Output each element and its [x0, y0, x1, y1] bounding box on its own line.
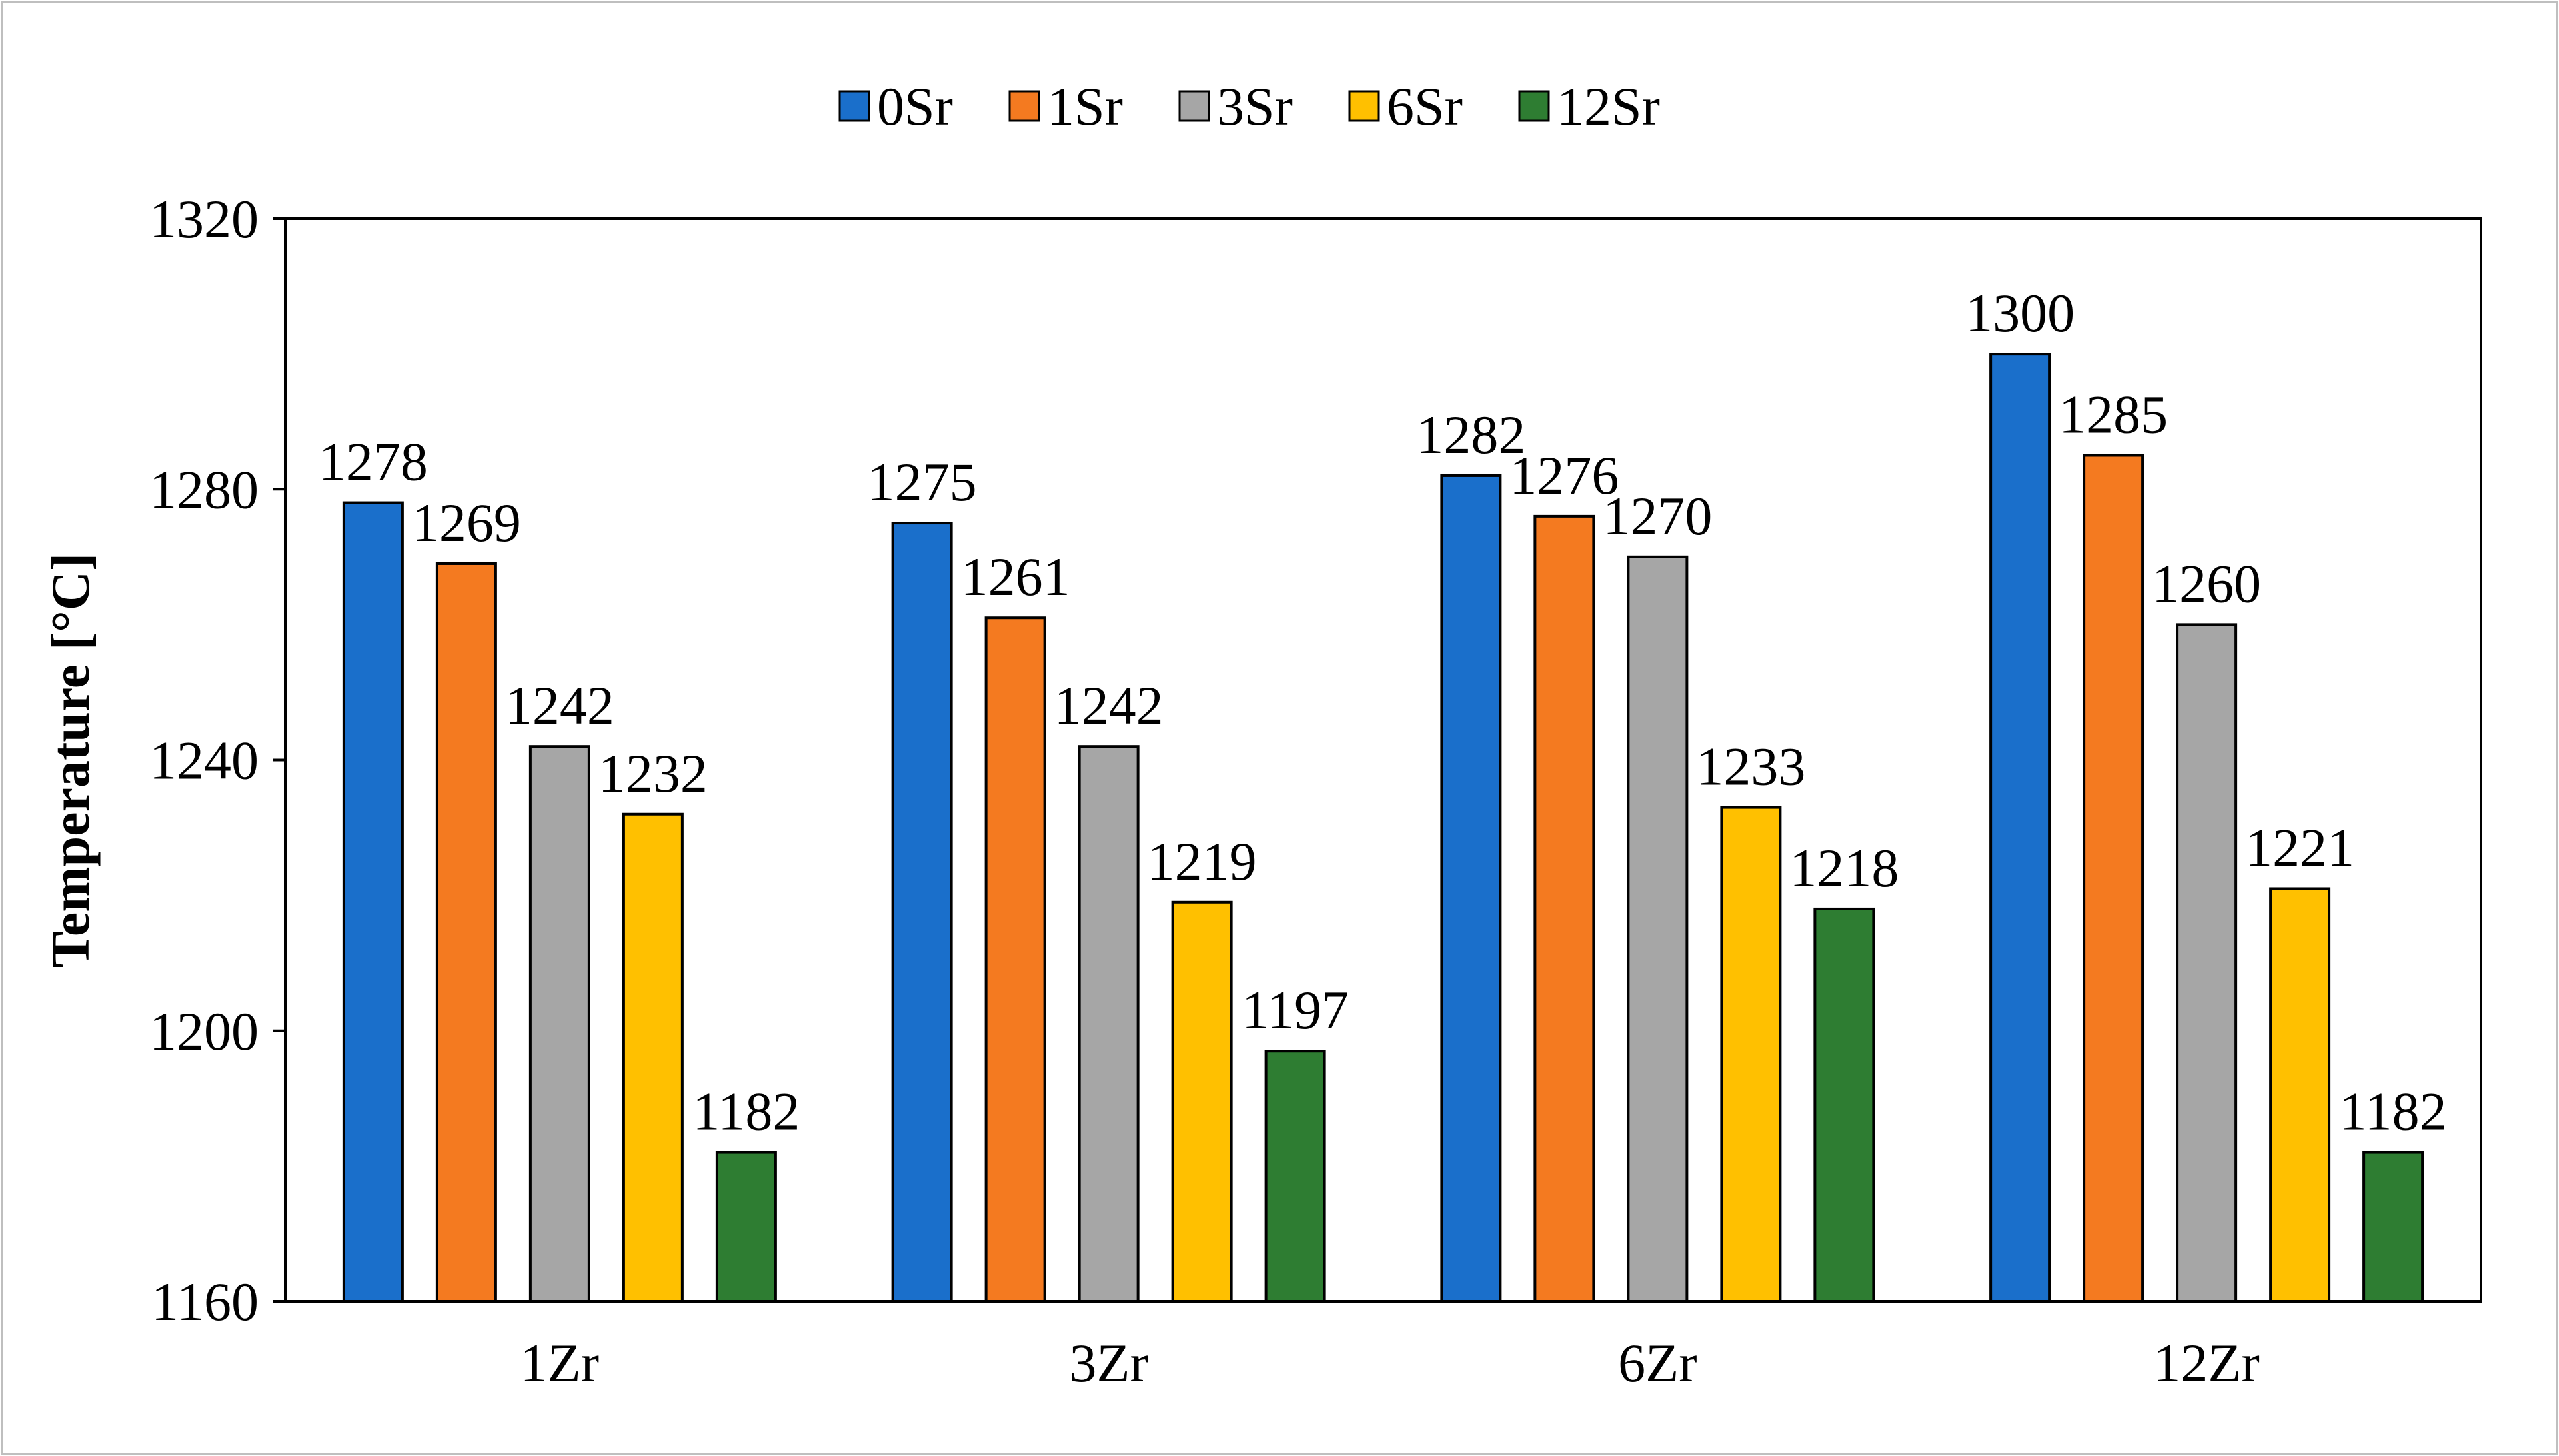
data-label-3Sr-12Zr: 1260	[2152, 553, 2261, 614]
y-tick-label: 1280	[149, 459, 259, 520]
legend-swatch-12Sr	[1518, 90, 1550, 122]
legend-swatch-0Sr	[838, 90, 870, 122]
legend: 0Sr 1Sr 3Sr 6Sr 12Sr	[838, 76, 1660, 137]
legend-swatch-6Sr	[1348, 90, 1380, 122]
data-label-12Sr-6Zr: 1218	[1789, 838, 1899, 898]
bar-12Sr-3Zr	[1264, 1050, 1326, 1303]
data-label-12Sr-1Zr: 1182	[692, 1082, 800, 1142]
data-label-3Sr-1Zr: 1242	[505, 675, 614, 736]
x-category-label: 3Zr	[1069, 1333, 1148, 1393]
data-label-0Sr-6Zr: 1282	[1416, 404, 1525, 465]
bar-0Sr-1Zr	[342, 501, 404, 1303]
data-label-1Sr-1Zr: 1269	[412, 492, 521, 553]
legend-label-12Sr: 12Sr	[1557, 76, 1660, 137]
bar-3Sr-12Zr	[2176, 623, 2238, 1303]
data-label-12Sr-3Zr: 1197	[1242, 980, 1349, 1040]
legend-swatch-1Sr	[1008, 90, 1040, 122]
bar-6Sr-1Zr	[622, 812, 684, 1303]
x-category-label: 6Zr	[1618, 1333, 1697, 1393]
bar-12Sr-1Zr	[715, 1151, 777, 1303]
legend-label-0Sr: 0Sr	[877, 76, 953, 137]
bar-3Sr-6Zr	[1627, 555, 1689, 1303]
data-label-6Sr-6Zr: 1233	[1696, 736, 1805, 797]
y-tick-label: 1320	[149, 189, 259, 249]
bar-12Sr-6Zr	[1813, 907, 1875, 1303]
legend-label-1Sr: 1Sr	[1047, 76, 1123, 137]
data-label-0Sr-3Zr: 1275	[868, 452, 977, 512]
data-label-0Sr-12Zr: 1300	[1965, 283, 2075, 343]
x-category-label: 12Zr	[2153, 1333, 2259, 1393]
data-label-6Sr-1Zr: 1232	[598, 743, 708, 804]
bar-1Sr-1Zr	[435, 562, 497, 1303]
bar-6Sr-6Zr	[1720, 806, 1782, 1303]
data-label-3Sr-3Zr: 1242	[1054, 675, 1164, 736]
legend-label-6Sr: 6Sr	[1387, 76, 1463, 137]
bar-1Sr-12Zr	[2083, 454, 2144, 1303]
data-label-1Sr-12Zr: 1285	[2059, 384, 2168, 444]
data-label-1Sr-3Zr: 1261	[961, 546, 1070, 607]
bar-1Sr-6Zr	[1533, 514, 1595, 1303]
data-label-3Sr-6Zr: 1270	[1603, 486, 1712, 546]
y-tick-label: 1240	[149, 730, 259, 791]
y-tick-label: 1160	[151, 1271, 259, 1332]
data-label-1Sr-6Zr: 1276	[1509, 445, 1619, 506]
bar-12Sr-12Zr	[2362, 1151, 2424, 1303]
data-label-0Sr-1Zr: 1278	[319, 432, 428, 492]
bar-0Sr-12Zr	[1989, 353, 2051, 1303]
bar-6Sr-12Zr	[2269, 887, 2331, 1303]
y-tick-label: 1200	[149, 1001, 259, 1062]
y-axis-title: Temperature [°C]	[40, 553, 101, 968]
data-label-6Sr-3Zr: 1219	[1148, 831, 1257, 892]
bar-3Sr-3Zr	[1078, 745, 1140, 1303]
data-label-6Sr-12Zr: 1221	[2245, 817, 2354, 878]
bar-0Sr-6Zr	[1440, 474, 1502, 1303]
legend-swatch-3Sr	[1178, 90, 1210, 122]
bar-6Sr-3Zr	[1171, 900, 1233, 1303]
chart-svg: Temperature [°C] 0Sr 1Sr 3Sr 6Sr 12Sr 1160 12…	[40, 76, 2482, 1393]
x-category-label: 1Zr	[520, 1333, 599, 1393]
data-label-12Sr-12Zr: 1182	[2340, 1082, 2447, 1142]
bar-1Sr-3Zr	[984, 616, 1046, 1303]
legend-label-3Sr: 3Sr	[1217, 76, 1293, 137]
bar-3Sr-1Zr	[528, 745, 590, 1303]
bar-0Sr-3Zr	[891, 522, 953, 1303]
